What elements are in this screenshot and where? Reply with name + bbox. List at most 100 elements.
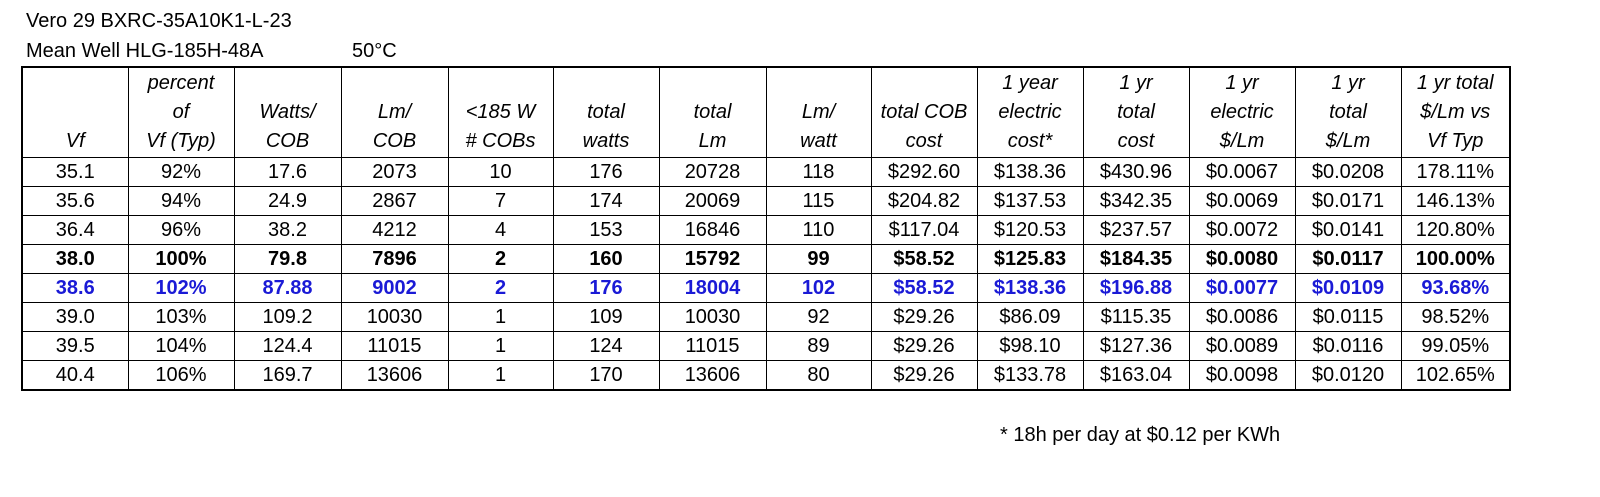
table-cell: 11015: [340, 331, 449, 361]
table-cell: 24.9: [233, 186, 342, 216]
column-header-line: [23, 98, 128, 127]
table-cell: 20728: [658, 157, 767, 187]
table-cell: 9002: [340, 273, 449, 303]
table-cell: $0.0098: [1188, 360, 1296, 391]
table-cell: $86.09: [976, 302, 1084, 332]
table-cell: 39.0: [21, 302, 129, 332]
column-header-line: Vf Typ: [1427, 130, 1484, 152]
table-cell: $237.57: [1082, 215, 1190, 245]
table-row: 38.0 100% 79.8 7896 2 160 15792 99 $58.52 $125.83…: [21, 244, 1511, 274]
column-header-line: [767, 69, 871, 98]
table-cell: $292.60: [870, 157, 978, 187]
column-header-line: electric: [998, 101, 1062, 123]
footnote: * 18h per day at $0.12 per KWh: [1000, 424, 1281, 446]
table-cell: 1: [447, 331, 554, 361]
column-header-line: total: [693, 101, 732, 123]
column-header: total COB cost: [870, 66, 978, 158]
table-cell: 100%: [127, 244, 235, 274]
table-cell: 118: [765, 157, 872, 187]
table-cell: $58.52: [870, 244, 978, 274]
table-cell: 106%: [127, 360, 235, 391]
table-cell: 1: [447, 302, 554, 332]
table-cell: 89: [765, 331, 872, 361]
table-cell: $29.26: [870, 302, 978, 332]
column-header-line: cost: [1117, 130, 1155, 152]
table-cell: 13606: [658, 360, 767, 391]
column-header: 1 yr total $/Lm vs Vf Typ: [1400, 66, 1511, 158]
column-header: <185 W # COBs: [447, 66, 554, 158]
column-header-line: 1 yr: [1119, 72, 1153, 94]
table-cell: 93.68%: [1400, 273, 1511, 303]
table-cell: 7: [447, 186, 554, 216]
table-cell: $29.26: [870, 331, 978, 361]
table-cell: 10: [447, 157, 554, 187]
table-cell: 1: [447, 360, 554, 391]
table-cell: $0.0077: [1188, 273, 1296, 303]
table-cell: $58.52: [870, 273, 978, 303]
column-header-line: 1 yr: [1225, 72, 1259, 94]
table-cell: 13606: [340, 360, 449, 391]
table-cell: $117.04: [870, 215, 978, 245]
table-cell: $204.82: [870, 186, 978, 216]
table-cell: 80: [765, 360, 872, 391]
table-row: 40.4 106% 169.7 13606 1 170 13606 80 $29.26 $133.…: [21, 360, 1511, 391]
table-cell: 10030: [658, 302, 767, 332]
table-cell: 2867: [340, 186, 449, 216]
table-cell: $196.88: [1082, 273, 1190, 303]
table-cell: 39.5: [21, 331, 129, 361]
table-row: 39.0 103% 109.2 10030 1 109 10030 92 $29.26 $86.0…: [21, 302, 1511, 332]
table-cell: 94%: [127, 186, 235, 216]
table-cell: $0.0080: [1188, 244, 1296, 274]
data-table: Vf percent of Vf (Typ) Watts/COB Lm/COB <185 W…: [21, 66, 1511, 391]
table-cell: 92%: [127, 157, 235, 187]
table-cell: $342.35: [1082, 186, 1190, 216]
column-header: total Lm: [658, 66, 767, 158]
column-header: Vf: [21, 66, 129, 158]
table-cell: 115: [765, 186, 872, 216]
column-header-line: 1 yr total: [1416, 72, 1494, 94]
table-cell: 18004: [658, 273, 767, 303]
column-header-line: total: [587, 101, 625, 123]
table-cell: 102.65%: [1400, 360, 1511, 391]
table-cell: $0.0067: [1188, 157, 1296, 187]
table-cell: $137.53: [976, 186, 1084, 216]
table-cell: 170: [552, 360, 660, 391]
table-cell: 40.4: [21, 360, 129, 391]
table-cell: 174: [552, 186, 660, 216]
table-cell: 7896: [340, 244, 449, 274]
column-header-line: COB: [265, 130, 310, 152]
table-cell: 104%: [127, 331, 235, 361]
table-cell: $0.0069: [1188, 186, 1296, 216]
column-header-line: Lm/: [801, 101, 836, 123]
table-cell: $430.96: [1082, 157, 1190, 187]
table-cell: 16846: [658, 215, 767, 245]
table-cell: $0.0109: [1294, 273, 1402, 303]
table-cell: 124: [552, 331, 660, 361]
column-header: 1 yr total $/Lm: [1294, 66, 1402, 158]
column-header: 1 yr electric $/Lm: [1188, 66, 1296, 158]
table-cell: 160: [552, 244, 660, 274]
table-cell: $0.0141: [1294, 215, 1402, 245]
table-cell: 92: [765, 302, 872, 332]
column-header: Lm/COB: [340, 66, 449, 158]
table-cell: 11015: [658, 331, 767, 361]
column-header-line: <185 W: [465, 101, 536, 123]
table-cell: 99: [765, 244, 872, 274]
column-header-line: COB: [372, 130, 417, 152]
table-cell: 4212: [340, 215, 449, 245]
column-header-line: $/Lm: [1325, 130, 1371, 152]
table-cell: 109.2: [233, 302, 342, 332]
table-cell: $0.0089: [1188, 331, 1296, 361]
title-line-cob: Vero 29 BXRC-35A10K1-L-23: [26, 10, 292, 32]
table-cell: $0.0115: [1294, 302, 1402, 332]
table-cell: $0.0117: [1294, 244, 1402, 274]
column-header-line: $/Lm: [1219, 130, 1265, 152]
column-header-line: cost: [905, 130, 943, 152]
column-header: Lm/watt: [765, 66, 872, 158]
table-cell: 153: [552, 215, 660, 245]
table-cell: 102%: [127, 273, 235, 303]
column-header: 1 year electric cost*: [976, 66, 1084, 158]
column-header-line: watts: [582, 130, 630, 152]
column-header-line: $/Lm vs: [1420, 101, 1491, 123]
column-header: Watts/COB: [233, 66, 342, 158]
